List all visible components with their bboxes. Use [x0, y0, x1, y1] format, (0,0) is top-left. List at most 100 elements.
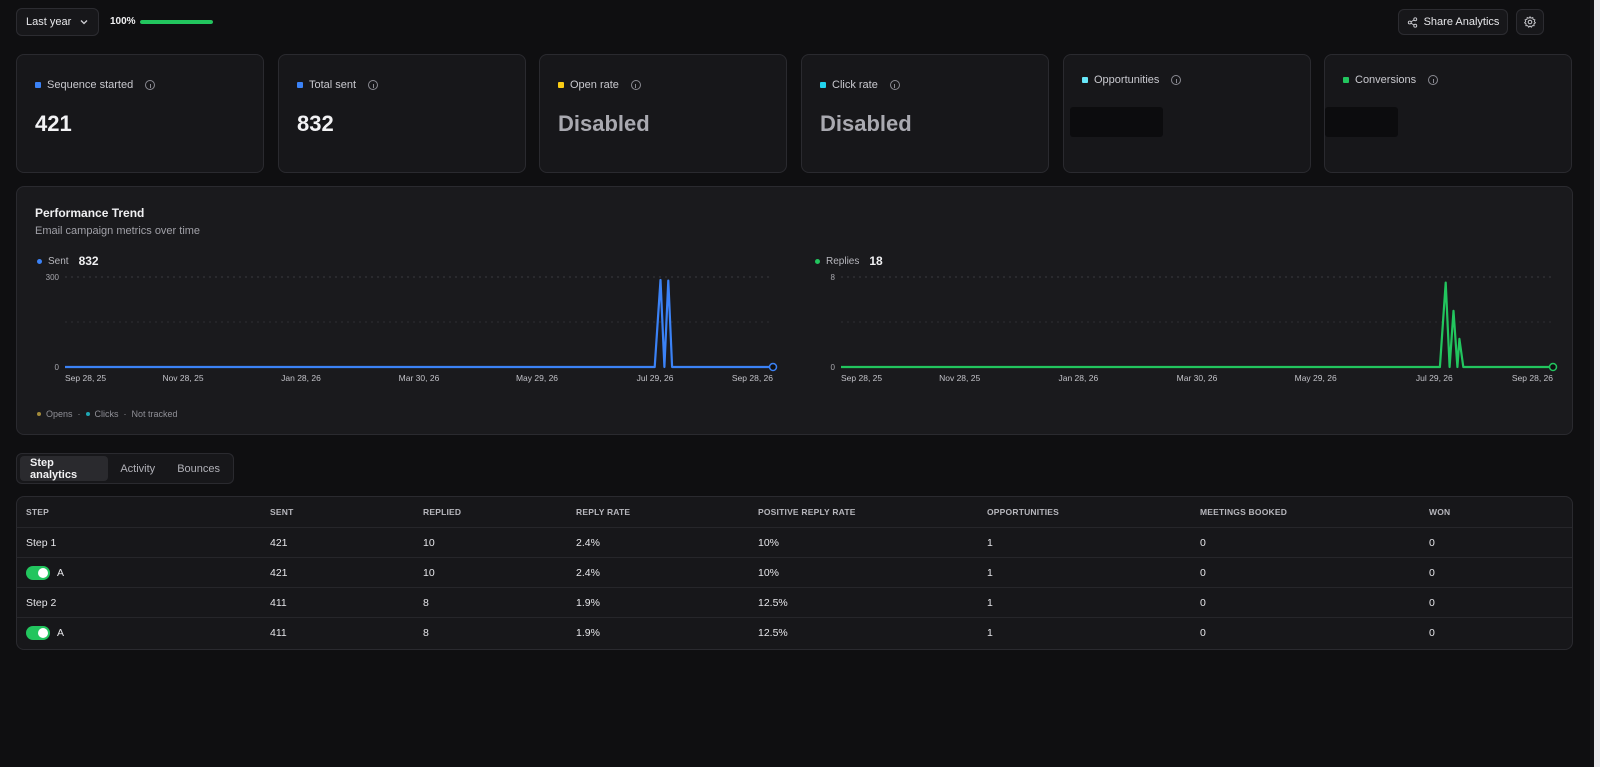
- info-icon[interactable]: [368, 80, 379, 90]
- metric-card-total-sent: Total sent 832: [278, 54, 526, 173]
- window-scrollbar[interactable]: [1594, 0, 1600, 767]
- variant-toggle[interactable]: [26, 626, 50, 640]
- chevron-down-icon: [80, 20, 88, 25]
- x-tick-label: Mar 30, 26: [399, 373, 440, 383]
- replies-legend-total: 18: [869, 254, 883, 268]
- progress-percent: 100%: [110, 16, 136, 27]
- loading-placeholder: [1070, 107, 1163, 137]
- variant-cell: A: [26, 618, 64, 648]
- metric-card-click-rate: Click rate Disabled: [801, 54, 1049, 173]
- column-header-step: STEP: [26, 507, 50, 517]
- sent-cell: 421: [270, 537, 288, 549]
- info-icon[interactable]: [630, 80, 641, 90]
- column-header-opportunities: OPPORTUNITIES: [987, 507, 1060, 517]
- bottom-legend: Opens · Clicks · Not tracked: [37, 409, 178, 419]
- date-range-label: Last year: [26, 16, 72, 28]
- info-icon[interactable]: [1171, 75, 1182, 85]
- x-tick-label: May 29, 26: [516, 373, 558, 383]
- column-header-replied: REPLIED: [423, 507, 462, 517]
- replies-legend-dot: [815, 258, 820, 264]
- sent-cell: 421: [270, 567, 288, 579]
- replies-chart[interactable]: 8 0 Sep 28, 25 Nov 28, 25 Jan 28, 26 Mar 30, …: [793, 269, 1573, 389]
- table-header-row: STEP SENT REPLIED REPLY RATE POSITIVE RE…: [17, 497, 1572, 527]
- x-tick-label: Sep 28, 25: [841, 373, 882, 383]
- info-icon[interactable]: [145, 80, 156, 90]
- variant-toggle[interactable]: [26, 566, 50, 580]
- metric-card-conversions: Conversions: [1324, 54, 1572, 173]
- clicks-label: Clicks: [94, 409, 119, 419]
- metric-color-dot: [558, 82, 564, 88]
- column-header-won: WON: [1429, 507, 1451, 517]
- metric-value: 832: [297, 111, 334, 136]
- step-name: Step 1: [26, 537, 57, 549]
- gear-icon: [1524, 16, 1536, 28]
- legend-separator: ·: [77, 409, 81, 419]
- reply-rate-cell: 1.9%: [576, 627, 600, 639]
- won-cell: 0: [1429, 627, 1435, 639]
- variant-cell: A: [26, 558, 64, 588]
- meetings-booked-cell: 0: [1200, 537, 1206, 549]
- info-icon[interactable]: [889, 80, 900, 90]
- positive-reply-rate-cell: 10%: [758, 567, 780, 579]
- settings-button[interactable]: [1516, 9, 1544, 35]
- date-range-dropdown[interactable]: Last year: [16, 8, 99, 36]
- sent-cell: 411: [270, 627, 287, 639]
- loading-placeholder: [1325, 107, 1398, 137]
- replied-cell: 8: [423, 627, 429, 639]
- table-row[interactable]: Step 2 411 8 1.9% 12.5% 1 0 0: [17, 587, 1572, 617]
- won-cell: 0: [1429, 597, 1435, 609]
- reply-rate-cell: 2.4%: [576, 567, 600, 579]
- info-icon[interactable]: [1428, 75, 1439, 85]
- opportunities-cell: 1: [987, 567, 993, 579]
- metric-card-opportunities: Opportunities: [1063, 54, 1311, 173]
- x-tick-label: Sep 28, 26: [732, 373, 773, 383]
- replied-cell: 8: [423, 597, 429, 609]
- series-line-sent: [65, 278, 773, 369]
- replied-cell: 10: [423, 537, 435, 549]
- sent-cell: 411: [270, 597, 287, 609]
- reply-rate-cell: 2.4%: [576, 537, 600, 549]
- metric-card-open-rate: Open rate Disabled: [539, 54, 787, 173]
- sent-legend-label: Sent: [48, 255, 69, 267]
- series-end-marker: [1548, 362, 1558, 372]
- metric-color-dot: [1082, 77, 1088, 83]
- metric-cards: Sequence started 421 Total sent 832 Open…: [16, 54, 1573, 173]
- table-row[interactable]: A 421 10 2.4% 10% 1 0 0: [17, 557, 1572, 587]
- metric-color-dot: [35, 82, 41, 88]
- positive-reply-rate-cell: 12.5%: [758, 597, 788, 609]
- x-tick-label: Sep 28, 25: [65, 373, 106, 383]
- opportunities-cell: 1: [987, 597, 993, 609]
- column-header-meetings-booked: MEETINGS BOOKED: [1200, 507, 1288, 517]
- tab-bounces[interactable]: Bounces: [177, 462, 220, 475]
- meetings-booked-cell: 0: [1200, 597, 1206, 609]
- column-header-reply-rate: REPLY RATE: [576, 507, 631, 517]
- opens-dot: [37, 412, 41, 416]
- metric-label: Conversions: [1355, 74, 1417, 86]
- metric-value: Disabled: [820, 111, 912, 136]
- won-cell: 0: [1429, 567, 1435, 579]
- x-tick-label: Nov 28, 25: [939, 373, 980, 383]
- opens-label: Opens: [46, 409, 73, 419]
- meetings-booked-cell: 0: [1200, 567, 1206, 579]
- analytics-tabs: Step analytics Activity Bounces: [16, 453, 234, 484]
- sent-chart[interactable]: 300 0 Sep 28, 25 Nov 28, 25 Jan 28, 26 Mar 30…: [17, 269, 793, 389]
- clicks-dot: [85, 412, 90, 416]
- share-analytics-button[interactable]: Share Analytics: [1398, 9, 1508, 35]
- share-analytics-label: Share Analytics: [1423, 16, 1500, 28]
- x-tick-label: Mar 30, 26: [1177, 373, 1218, 383]
- x-tick-label: Jul 29, 26: [637, 373, 674, 383]
- metric-label: Total sent: [309, 79, 357, 91]
- x-tick-label: Nov 28, 25: [162, 373, 203, 383]
- series-line-replies: [841, 281, 1553, 369]
- metric-color-dot: [1343, 77, 1349, 83]
- share-icon: [1407, 16, 1417, 28]
- x-tick-label: Jan 28, 26: [281, 373, 321, 383]
- column-header-sent: SENT: [270, 507, 294, 517]
- tab-step-analytics[interactable]: Step analytics: [20, 456, 109, 481]
- table-row[interactable]: A 411 8 1.9% 12.5% 1 0 0: [17, 617, 1572, 647]
- positive-reply-rate-cell: 12.5%: [758, 627, 788, 639]
- opportunities-cell: 1: [987, 537, 993, 549]
- table-row[interactable]: Step 1 421 10 2.4% 10% 1 0 0: [17, 527, 1572, 557]
- tab-activity[interactable]: Activity: [120, 462, 156, 475]
- metric-color-dot: [820, 82, 826, 88]
